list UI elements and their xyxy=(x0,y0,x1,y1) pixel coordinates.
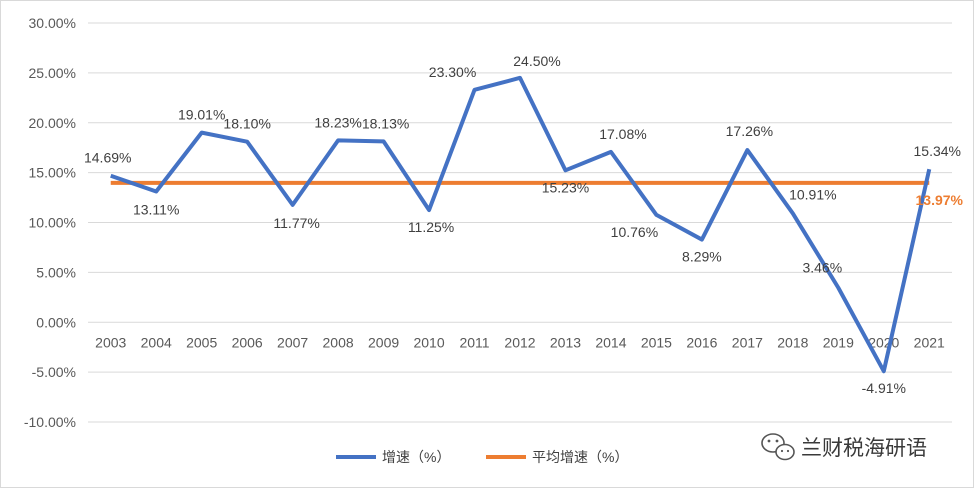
data-label: 11.77% xyxy=(273,215,319,231)
data-label: 18.13% xyxy=(362,115,409,131)
y-tick-label: 20.00% xyxy=(29,115,76,131)
legend-label-growth: 增速（%） xyxy=(382,449,450,465)
y-tick-label: 15.00% xyxy=(29,165,76,181)
x-tick-label: 2021 xyxy=(914,334,945,350)
gridlines xyxy=(88,22,952,423)
data-label: 23.30% xyxy=(429,64,476,80)
data-label: 14.69% xyxy=(84,150,131,166)
data-label: 15.34% xyxy=(914,143,961,159)
series-line-growth xyxy=(110,75,932,374)
watermark-text: 兰财税海研语 xyxy=(801,436,927,460)
data-label: 15.23% xyxy=(542,179,589,195)
x-tick-label: 2017 xyxy=(732,334,763,350)
x-tick-label: 2006 xyxy=(232,334,263,350)
legend-label-average: 平均增速（%） xyxy=(532,449,628,465)
x-tick-label: 2016 xyxy=(686,334,717,350)
x-tick-label: 2015 xyxy=(641,334,672,350)
y-tick-label: 30.00% xyxy=(29,15,76,31)
data-label: 10.76% xyxy=(611,224,658,240)
y-tick-label: -5.00% xyxy=(32,364,76,380)
series-layer xyxy=(110,75,932,374)
y-tick-label: 0.00% xyxy=(36,314,76,330)
y-tick-label: 25.00% xyxy=(29,65,76,81)
x-tick-label: 2014 xyxy=(595,334,626,350)
x-tick-label: 2012 xyxy=(504,334,535,350)
y-tick-label: -10.00% xyxy=(24,414,76,430)
x-tick-label: 2018 xyxy=(777,334,808,350)
data-label: 24.50% xyxy=(513,53,560,69)
data-label: 17.26% xyxy=(726,123,773,139)
x-tick-label: 2011 xyxy=(459,334,489,350)
y-tick-label: 5.00% xyxy=(36,264,76,280)
data-label: 19.01% xyxy=(178,107,225,123)
x-tick-label: 2010 xyxy=(413,334,444,350)
watermark: 兰财税海研语 xyxy=(761,433,927,461)
data-label: 11.25% xyxy=(408,219,454,235)
data-label: 10.91% xyxy=(789,186,836,202)
data-label-average: 13.97% xyxy=(916,192,964,208)
x-axis-tick-labels: 2003 2004 2005 2006 2007 2008 2009 2010 2011 2012… xyxy=(95,334,945,350)
legend: 增速（%） 平均增速（%） xyxy=(336,449,628,465)
data-label: 18.23% xyxy=(314,114,361,130)
x-tick-label: 2005 xyxy=(186,334,217,350)
x-tick-label: 2009 xyxy=(368,334,399,350)
data-label: 13.11% xyxy=(133,201,179,217)
y-tick-label: 10.00% xyxy=(29,215,76,231)
x-tick-label: 2007 xyxy=(277,334,308,350)
x-tick-label: 2008 xyxy=(323,334,354,350)
wechat-icon xyxy=(761,433,795,461)
data-labels: 14.69% 13.11% 19.01%18.10% 11.77% 18.23% 18.1… xyxy=(84,53,964,396)
x-tick-label: 2013 xyxy=(550,334,581,350)
x-tick-label: 2019 xyxy=(823,334,854,350)
y-axis-tick-labels: 30.00% 25.00% 20.00% 15.00% 10.00% 5.00% 0.00%… xyxy=(24,15,76,430)
data-label: 18.10% xyxy=(223,116,270,132)
x-tick-label: 2003 xyxy=(95,334,126,350)
data-label: -4.91% xyxy=(862,380,906,396)
x-tick-label: 2004 xyxy=(141,334,172,350)
data-label: 3.46% xyxy=(802,260,842,276)
data-label: 8.29% xyxy=(682,249,722,265)
data-label: 17.08% xyxy=(599,126,646,142)
